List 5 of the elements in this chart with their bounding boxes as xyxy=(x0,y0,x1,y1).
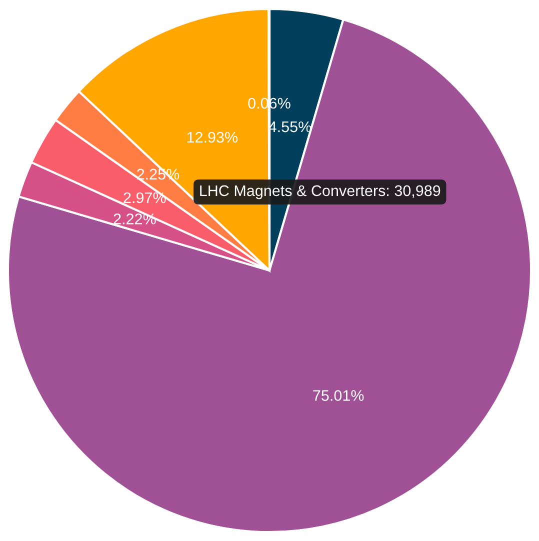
data-label: 12.93% xyxy=(187,132,238,143)
data-label: 2.97% xyxy=(124,192,166,204)
text: LHC Magnets & Converters: 30,989 xyxy=(200,185,440,200)
data-label: 75.01% xyxy=(313,390,364,401)
data-label: 0.06% xyxy=(248,98,290,109)
